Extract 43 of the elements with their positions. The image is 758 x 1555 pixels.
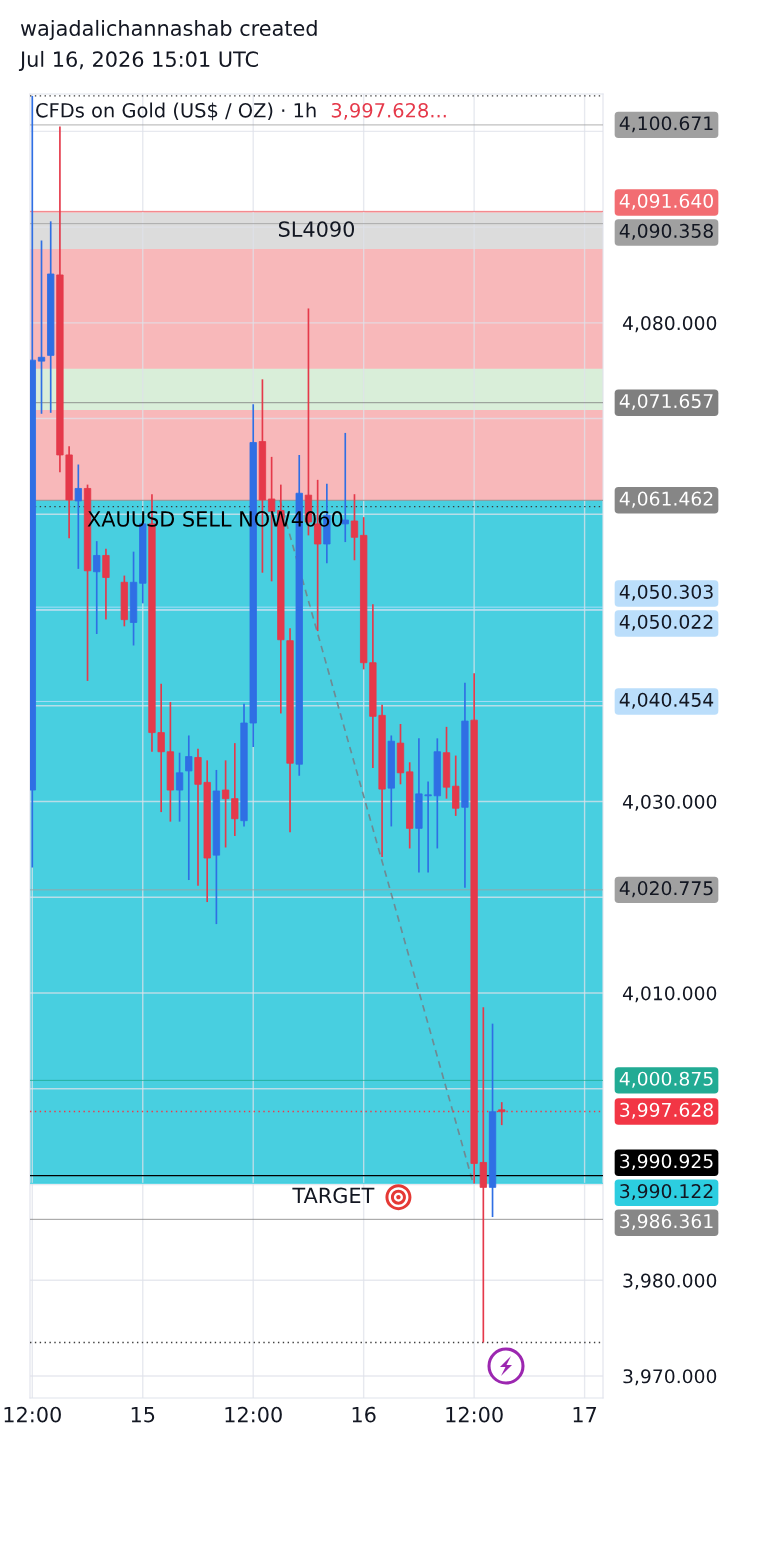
ref-line-label: 4,000.875 bbox=[619, 1071, 713, 1088]
ref-line-label: 4,090.358 bbox=[619, 223, 713, 240]
candlestick bbox=[341, 432, 349, 543]
y-tick-label: 4,080.000 bbox=[622, 316, 717, 333]
ref-line-label: 4,020.775 bbox=[619, 881, 713, 898]
ref-line-label: 4,050.022 bbox=[619, 614, 713, 631]
band-label: TARGET bbox=[292, 1187, 375, 1204]
x-tick-label: 12:00 bbox=[225, 1406, 282, 1423]
x-tick-label: 12:00 bbox=[446, 1406, 503, 1423]
y-tick-label: 3,980.000 bbox=[623, 1273, 717, 1290]
y-tick-label: 3,970.000 bbox=[623, 1369, 717, 1386]
candlestick bbox=[350, 493, 359, 562]
candlestick bbox=[452, 754, 460, 817]
annotation: CFDs on Gold (US$ / OZ) · 1h bbox=[36, 102, 316, 121]
candlestick bbox=[185, 734, 193, 881]
candlestick bbox=[102, 547, 110, 621]
ref-line-label: 3,997.628 bbox=[620, 1102, 713, 1119]
chart-subtitle: Jul 16, 2026 15:01 UTC bbox=[18, 50, 258, 71]
candlestick bbox=[37, 239, 46, 415]
candlestick bbox=[498, 1101, 506, 1126]
candlestick bbox=[221, 759, 230, 849]
band-label: SL4090 bbox=[278, 221, 355, 237]
ref-line-label: 4,040.454 bbox=[619, 692, 714, 709]
ref-line-label: 4,050.303 bbox=[619, 584, 713, 601]
candlestick bbox=[175, 751, 184, 823]
ref-line-label: 4,061.462 bbox=[619, 491, 713, 508]
candlestick bbox=[74, 463, 82, 570]
y-tick-label: 4,010.000 bbox=[622, 986, 717, 1003]
ref-line-label: 3,986.361 bbox=[620, 1214, 713, 1231]
ref-line-label: 3,990.122 bbox=[620, 1184, 713, 1201]
candlestick bbox=[93, 540, 101, 635]
y-tick-label: 4,030.000 bbox=[622, 794, 717, 811]
candlestick bbox=[231, 742, 239, 837]
x-tick-label: 16 bbox=[352, 1406, 376, 1423]
ref-line-label: 3,990.925 bbox=[620, 1154, 713, 1171]
ref-line-label: 4,071.657 bbox=[619, 393, 713, 411]
chart-title: wajadalichannashab created bbox=[20, 19, 317, 41]
ref-line-label: 4,091.640 bbox=[619, 193, 713, 210]
annotation: 3,997.628... bbox=[331, 102, 446, 120]
x-tick-label: 17 bbox=[573, 1406, 597, 1423]
ref-line-label: 4,100.671 bbox=[619, 116, 713, 133]
x-tick-label: 12:00 bbox=[4, 1406, 61, 1423]
x-tick-label: 15 bbox=[131, 1406, 155, 1423]
